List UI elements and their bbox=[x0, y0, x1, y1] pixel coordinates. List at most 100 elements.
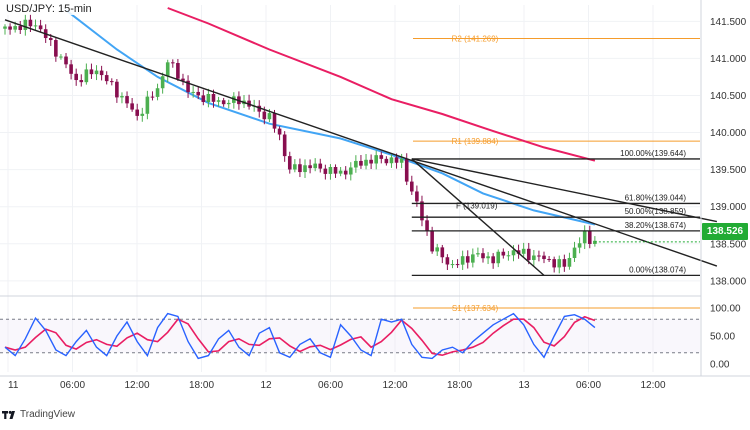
candle-body bbox=[420, 201, 424, 221]
current-price-badge: 138.526 bbox=[702, 223, 748, 240]
candle-body bbox=[308, 165, 312, 169]
candle-body bbox=[343, 170, 348, 175]
candle-body bbox=[354, 160, 358, 168]
candle-body bbox=[115, 81, 119, 98]
candle-body bbox=[333, 167, 338, 174]
y-tick-label: 141.000 bbox=[710, 54, 747, 65]
candle-body bbox=[440, 247, 445, 258]
fib-level-label: 0.00%(138.074) bbox=[629, 265, 686, 274]
candle-body bbox=[348, 167, 353, 175]
candle-body bbox=[445, 257, 450, 265]
candle-body bbox=[552, 259, 556, 268]
x-tick-label: 18:00 bbox=[447, 380, 472, 391]
candle-body bbox=[186, 80, 190, 93]
candle-body bbox=[206, 93, 211, 103]
candle-body bbox=[491, 256, 495, 264]
candle-body bbox=[262, 111, 267, 120]
candle-body bbox=[48, 38, 53, 41]
moving-average-line bbox=[167, 7, 596, 162]
candle-body bbox=[3, 26, 7, 29]
candle-body bbox=[257, 105, 262, 112]
drawings: 100.00%(139.644) 61.80%(139.044) 50.00%(13… bbox=[4, 19, 718, 277]
candle-body bbox=[109, 81, 114, 83]
tradingview-brand[interactable]: TradingView bbox=[2, 409, 75, 420]
y-tick-label: 141.500 bbox=[710, 17, 747, 28]
candle-body bbox=[404, 158, 409, 182]
candle-body bbox=[369, 159, 373, 164]
candle-body bbox=[521, 248, 526, 254]
stoch-y-tick-label: 0.00 bbox=[710, 360, 730, 371]
x-tick-label: 06:00 bbox=[318, 380, 343, 391]
candlesticks bbox=[3, 13, 597, 274]
y-tick-label: 138.000 bbox=[710, 276, 747, 287]
stoch-y-tick-label: 100.00 bbox=[710, 304, 741, 315]
candle-body bbox=[59, 56, 63, 58]
candle-body bbox=[410, 181, 414, 192]
candle-body bbox=[287, 156, 292, 170]
y-tick-label: 138.500 bbox=[710, 239, 747, 250]
pivot-level-label: S1 (137.634) bbox=[452, 304, 499, 313]
candle-body bbox=[135, 109, 140, 116]
candle-body bbox=[272, 113, 277, 129]
candle-body bbox=[150, 96, 155, 98]
candle-body bbox=[282, 134, 287, 157]
candle-body bbox=[94, 70, 99, 75]
candle-body bbox=[221, 100, 226, 105]
candle-body bbox=[8, 26, 12, 30]
candle-body bbox=[18, 26, 23, 30]
fib-fan-label: F (139.019) bbox=[456, 201, 498, 210]
stoch-k-line bbox=[4, 312, 596, 360]
candle-body bbox=[384, 158, 389, 164]
candle-body bbox=[572, 247, 577, 258]
candle-body bbox=[537, 255, 541, 257]
candle-body bbox=[587, 231, 592, 244]
fib-level-label: 38.20%(138.674) bbox=[625, 221, 687, 230]
candle-body bbox=[201, 95, 206, 103]
candle-body bbox=[562, 259, 567, 267]
candle-body bbox=[577, 243, 582, 248]
candle-body bbox=[394, 157, 399, 163]
candle-body bbox=[74, 73, 78, 81]
candle-body bbox=[415, 191, 419, 202]
y-tick-label: 139.000 bbox=[710, 202, 747, 213]
x-tick-label: 06:00 bbox=[60, 380, 85, 391]
candle-body bbox=[511, 250, 516, 256]
pivot-levels: R2 (141.269) R1 (139.884) S1 (137.634) bbox=[413, 34, 700, 313]
y-tick-label: 139.500 bbox=[710, 165, 747, 176]
candle-body bbox=[532, 255, 536, 260]
candle-body bbox=[486, 256, 490, 259]
candle-body bbox=[155, 88, 160, 97]
x-tick-label: 11 bbox=[8, 380, 19, 391]
candle-body bbox=[542, 255, 546, 260]
symbol-title[interactable]: USD/JPY: 15-min bbox=[4, 3, 94, 15]
candle-body bbox=[89, 69, 94, 75]
y-tick-label: 140.500 bbox=[710, 91, 747, 102]
candle-body bbox=[323, 168, 328, 174]
candle-body bbox=[364, 159, 368, 166]
candle-body bbox=[471, 254, 475, 263]
candle-body bbox=[313, 163, 317, 169]
candle-body bbox=[506, 255, 511, 257]
x-tick-label: 12:00 bbox=[124, 380, 149, 391]
candle-body bbox=[501, 251, 506, 256]
candle-body bbox=[216, 100, 221, 102]
candle-body bbox=[389, 157, 394, 164]
candle-body bbox=[104, 75, 109, 82]
candle-body bbox=[191, 91, 195, 93]
fib-level-label: 61.80%(139.044) bbox=[625, 193, 687, 202]
candle-body bbox=[293, 164, 297, 170]
candle-body bbox=[328, 167, 333, 174]
candle-body bbox=[567, 257, 572, 267]
candle-body bbox=[582, 231, 587, 244]
candle-body bbox=[125, 96, 129, 104]
candle-body bbox=[455, 264, 460, 266]
candle-body bbox=[298, 164, 302, 173]
candle-body bbox=[593, 240, 597, 244]
candle-body bbox=[399, 158, 404, 163]
candle-body bbox=[379, 155, 384, 159]
trendline bbox=[4, 19, 718, 267]
candle-body bbox=[226, 102, 231, 105]
candle-body bbox=[165, 62, 170, 77]
candle-body bbox=[374, 155, 379, 164]
